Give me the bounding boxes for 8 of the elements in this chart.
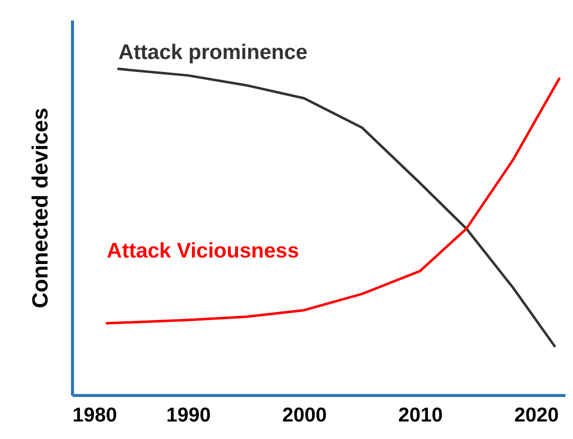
series-label: Attack prominence (118, 40, 308, 64)
y-axis-title: Connected devices (28, 108, 52, 308)
x-tick-label: 1990 (166, 404, 211, 426)
x-tick-label: 1980 (72, 404, 117, 426)
text: Attack Viciousness (106, 239, 300, 262)
x-tick-label: 2000 (282, 404, 327, 426)
x-tick-label: 2020 (514, 404, 559, 426)
x-tick-label: 2010 (398, 404, 443, 426)
